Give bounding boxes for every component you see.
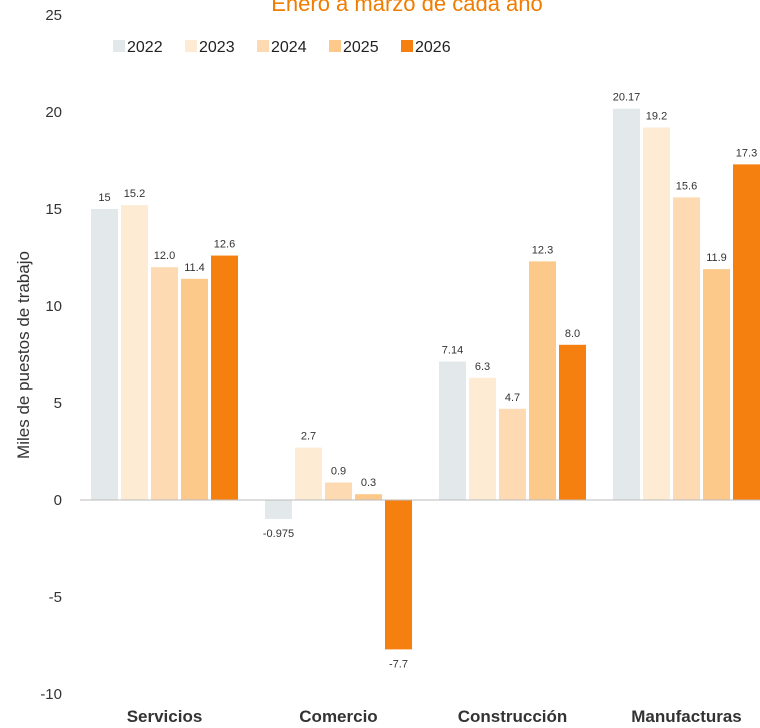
bar-2024-2 (499, 408, 526, 500)
data-label: -7.7 (389, 658, 408, 670)
data-label: 19.2 (646, 111, 667, 123)
y-tick-label: -5 (49, 589, 62, 606)
legend-label-2025: 2025 (343, 39, 379, 56)
y-tick-label: 0 (54, 492, 62, 509)
bar-2022-3 (613, 108, 640, 501)
bar-2025-2 (529, 261, 556, 500)
y-tick-label: 25 (45, 7, 62, 24)
y-tick-label: 15 (45, 201, 62, 218)
legend-swatch-2024 (257, 40, 269, 52)
legend-swatch-2023 (185, 40, 197, 52)
y-axis-label: Miles de puestos de trabajo (14, 251, 33, 459)
bar-2026-0 (211, 255, 238, 500)
data-label: 11.9 (706, 252, 727, 264)
bar-2025-1 (355, 494, 382, 500)
data-label: 15.6 (676, 180, 697, 192)
legend-swatch-2026 (401, 40, 413, 52)
bars (91, 108, 760, 650)
data-label: 15 (98, 192, 110, 204)
y-tick-label: -10 (40, 686, 62, 703)
y-tick-label: 5 (54, 395, 62, 412)
bar-2026-1 (385, 500, 412, 650)
data-label: 12.0 (154, 250, 175, 262)
bar-2022-0 (91, 209, 118, 500)
legend-label-2024: 2024 (271, 39, 307, 56)
category-label: Servicios (127, 707, 203, 726)
bar-2022-2 (439, 361, 466, 500)
data-label: 0.9 (331, 466, 346, 478)
legend-swatch-2025 (329, 40, 341, 52)
legend: 2022 2023 2024 2025 2026 (113, 39, 451, 56)
bar-2025-3 (703, 269, 730, 500)
bar-2026-3 (733, 164, 760, 500)
data-label: 20.17 (613, 92, 641, 104)
data-label: 7.14 (442, 344, 463, 356)
data-label: 4.7 (505, 392, 520, 404)
data-label: 12.6 (214, 239, 235, 251)
bar-2023-1 (295, 447, 322, 500)
category-label: Manufacturas (631, 707, 742, 726)
data-labels: 15 15.2 12.0 11.4 12.6 -0.975 2.7 0.9 0.3 -7.7 7.1… (98, 92, 757, 671)
legend-swatch-2022 (113, 40, 125, 52)
legend-label-2022: 2022 (127, 39, 163, 56)
legend-label-2023: 2023 (199, 39, 235, 56)
legend-label-2026: 2026 (415, 39, 451, 56)
category-label: Construcción (458, 707, 568, 726)
data-label: 15.2 (124, 188, 145, 200)
data-label: 0.3 (361, 477, 376, 489)
data-label: 8.0 (565, 328, 580, 340)
data-label: -0.975 (263, 528, 294, 540)
bar-2024-1 (325, 482, 352, 500)
bar-2023-3 (643, 127, 670, 501)
chart-title: Enero a marzo de cada año (271, 0, 543, 16)
bar-2023-2 (469, 377, 496, 500)
bar-2026-2 (559, 344, 586, 500)
category-labels: Servicios Comercio Construcción Manufactura… (127, 707, 742, 726)
data-label: 6.3 (475, 361, 490, 373)
bar-2024-3 (673, 197, 700, 501)
y-tick-label: 20 (45, 104, 62, 121)
category-label: Comercio (299, 707, 377, 726)
data-label: 2.7 (301, 431, 316, 443)
y-tick-label: 10 (45, 298, 62, 315)
data-label: 17.3 (736, 147, 757, 159)
bar-2022-1 (265, 500, 292, 519)
data-label: 12.3 (532, 244, 553, 256)
bar-2024-0 (151, 267, 178, 500)
bar-2025-0 (181, 278, 208, 500)
y-axis-ticks: -10 -5 0 5 10 15 20 25 (40, 7, 62, 703)
data-label: 11.4 (184, 262, 205, 274)
bar-2023-0 (121, 205, 148, 500)
